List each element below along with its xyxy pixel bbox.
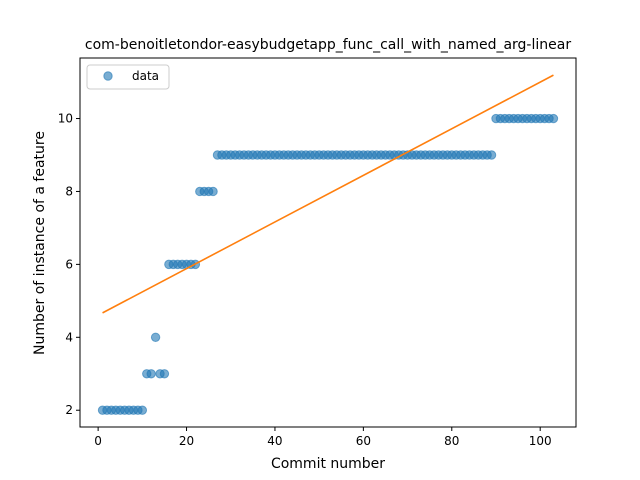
y-tick-label: 6 [65, 257, 73, 271]
y-tick-label: 10 [58, 112, 73, 126]
x-tick-label: 0 [94, 434, 102, 448]
x-tick-label: 20 [179, 434, 194, 448]
data-point [151, 333, 159, 341]
y-axis-label: Number of instance of a feature [32, 131, 48, 355]
x-tick-label: 80 [444, 434, 459, 448]
data-point [147, 370, 155, 378]
legend-marker [104, 72, 112, 80]
y-tick-label: 8 [65, 184, 73, 198]
data-point [487, 151, 495, 159]
y-tick-label: 2 [65, 403, 73, 417]
y-tick-label: 4 [65, 330, 73, 344]
legend-label: data [132, 69, 159, 83]
data-point [160, 370, 168, 378]
chart-title: com-benoitletondor-easybudgetapp_func_ca… [85, 37, 571, 53]
data-point [138, 406, 146, 414]
x-axis-label: Commit number [271, 456, 385, 472]
x-tick-label: 100 [529, 434, 552, 448]
x-tick-label: 40 [267, 434, 282, 448]
data-point [209, 187, 217, 195]
legend: data [87, 65, 169, 89]
data-point [549, 114, 557, 122]
x-tick-label: 60 [356, 434, 371, 448]
